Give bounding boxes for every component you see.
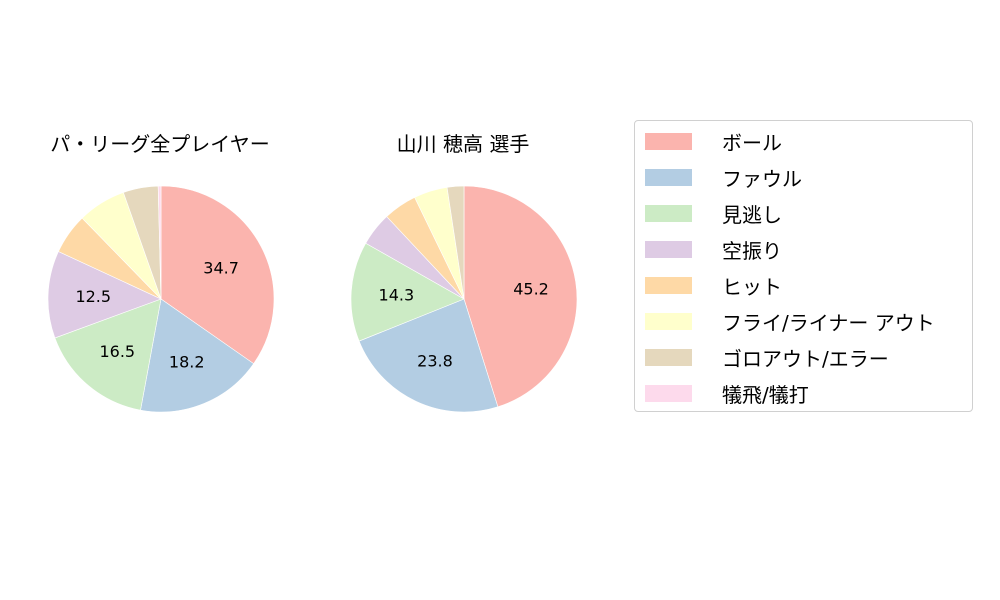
legend-swatch-ground-out-error bbox=[645, 348, 692, 366]
legend-item-ball: ボール bbox=[645, 129, 782, 155]
legend-swatch-sacrifice bbox=[645, 384, 692, 402]
pie-value-label: 18.2 bbox=[169, 353, 205, 372]
legend: ボール ファウル 見逃し 空振り ヒット フライ/ライナー アウト ゴロアウト/… bbox=[634, 120, 973, 412]
legend-item-swinging-strike: 空振り bbox=[645, 237, 782, 263]
legend-label: ゴロアウト/エラー bbox=[722, 346, 889, 371]
legend-label: 見逃し bbox=[722, 202, 782, 227]
pie-value-label: 45.2 bbox=[513, 280, 549, 299]
pie-wedge bbox=[463, 185, 578, 408]
legend-item-foul: ファウル bbox=[645, 165, 802, 191]
legend-swatch-foul bbox=[645, 168, 692, 186]
legend-label: ファウル bbox=[722, 166, 802, 191]
legend-swatch-ball bbox=[645, 132, 692, 150]
legend-label: ヒット bbox=[722, 274, 782, 299]
pie-wedge bbox=[140, 298, 255, 413]
pie-value-label: 14.3 bbox=[379, 285, 415, 304]
pie-wedge bbox=[47, 251, 162, 339]
pie-wedge bbox=[350, 242, 465, 342]
pie-value-label: 23.8 bbox=[417, 351, 453, 370]
left-chart-title: パ・リーグ全プレイヤー bbox=[50, 132, 270, 156]
legend-item-fly-liner-out: フライ/ライナー アウト bbox=[645, 309, 935, 335]
pie-wedge bbox=[446, 185, 465, 300]
pie-wedge bbox=[157, 185, 162, 300]
pie-value-label: 34.7 bbox=[203, 259, 239, 278]
right-chart-title: 山川 穂高 選手 bbox=[396, 132, 530, 156]
legend-swatch-fly-liner-out bbox=[645, 312, 692, 330]
legend-label: フライ/ライナー アウト bbox=[722, 310, 935, 335]
legend-item-sacrifice: 犠飛/犠打 bbox=[645, 381, 809, 407]
legend-item-ground-out-error: ゴロアウト/エラー bbox=[645, 345, 889, 371]
legend-label: 犠飛/犠打 bbox=[722, 382, 809, 407]
legend-swatch-hit bbox=[645, 276, 692, 294]
legend-label: 空振り bbox=[722, 238, 782, 263]
pie-value-label: 12.5 bbox=[75, 287, 111, 306]
legend-item-hit: ヒット bbox=[645, 273, 782, 299]
legend-swatch-swinging-strike bbox=[645, 240, 692, 258]
pie-wedge bbox=[54, 298, 162, 411]
pie-value-label: 16.5 bbox=[99, 342, 135, 361]
right-pie: 45.2 23.8 14.3 bbox=[350, 185, 578, 413]
left-pie: 34.7 18.2 16.5 12.5 bbox=[47, 185, 275, 413]
legend-item-called-strike: 見逃し bbox=[645, 201, 782, 227]
legend-label: ボール bbox=[722, 130, 782, 155]
legend-swatch-called-strike bbox=[645, 204, 692, 222]
pie-wedge bbox=[160, 185, 275, 365]
